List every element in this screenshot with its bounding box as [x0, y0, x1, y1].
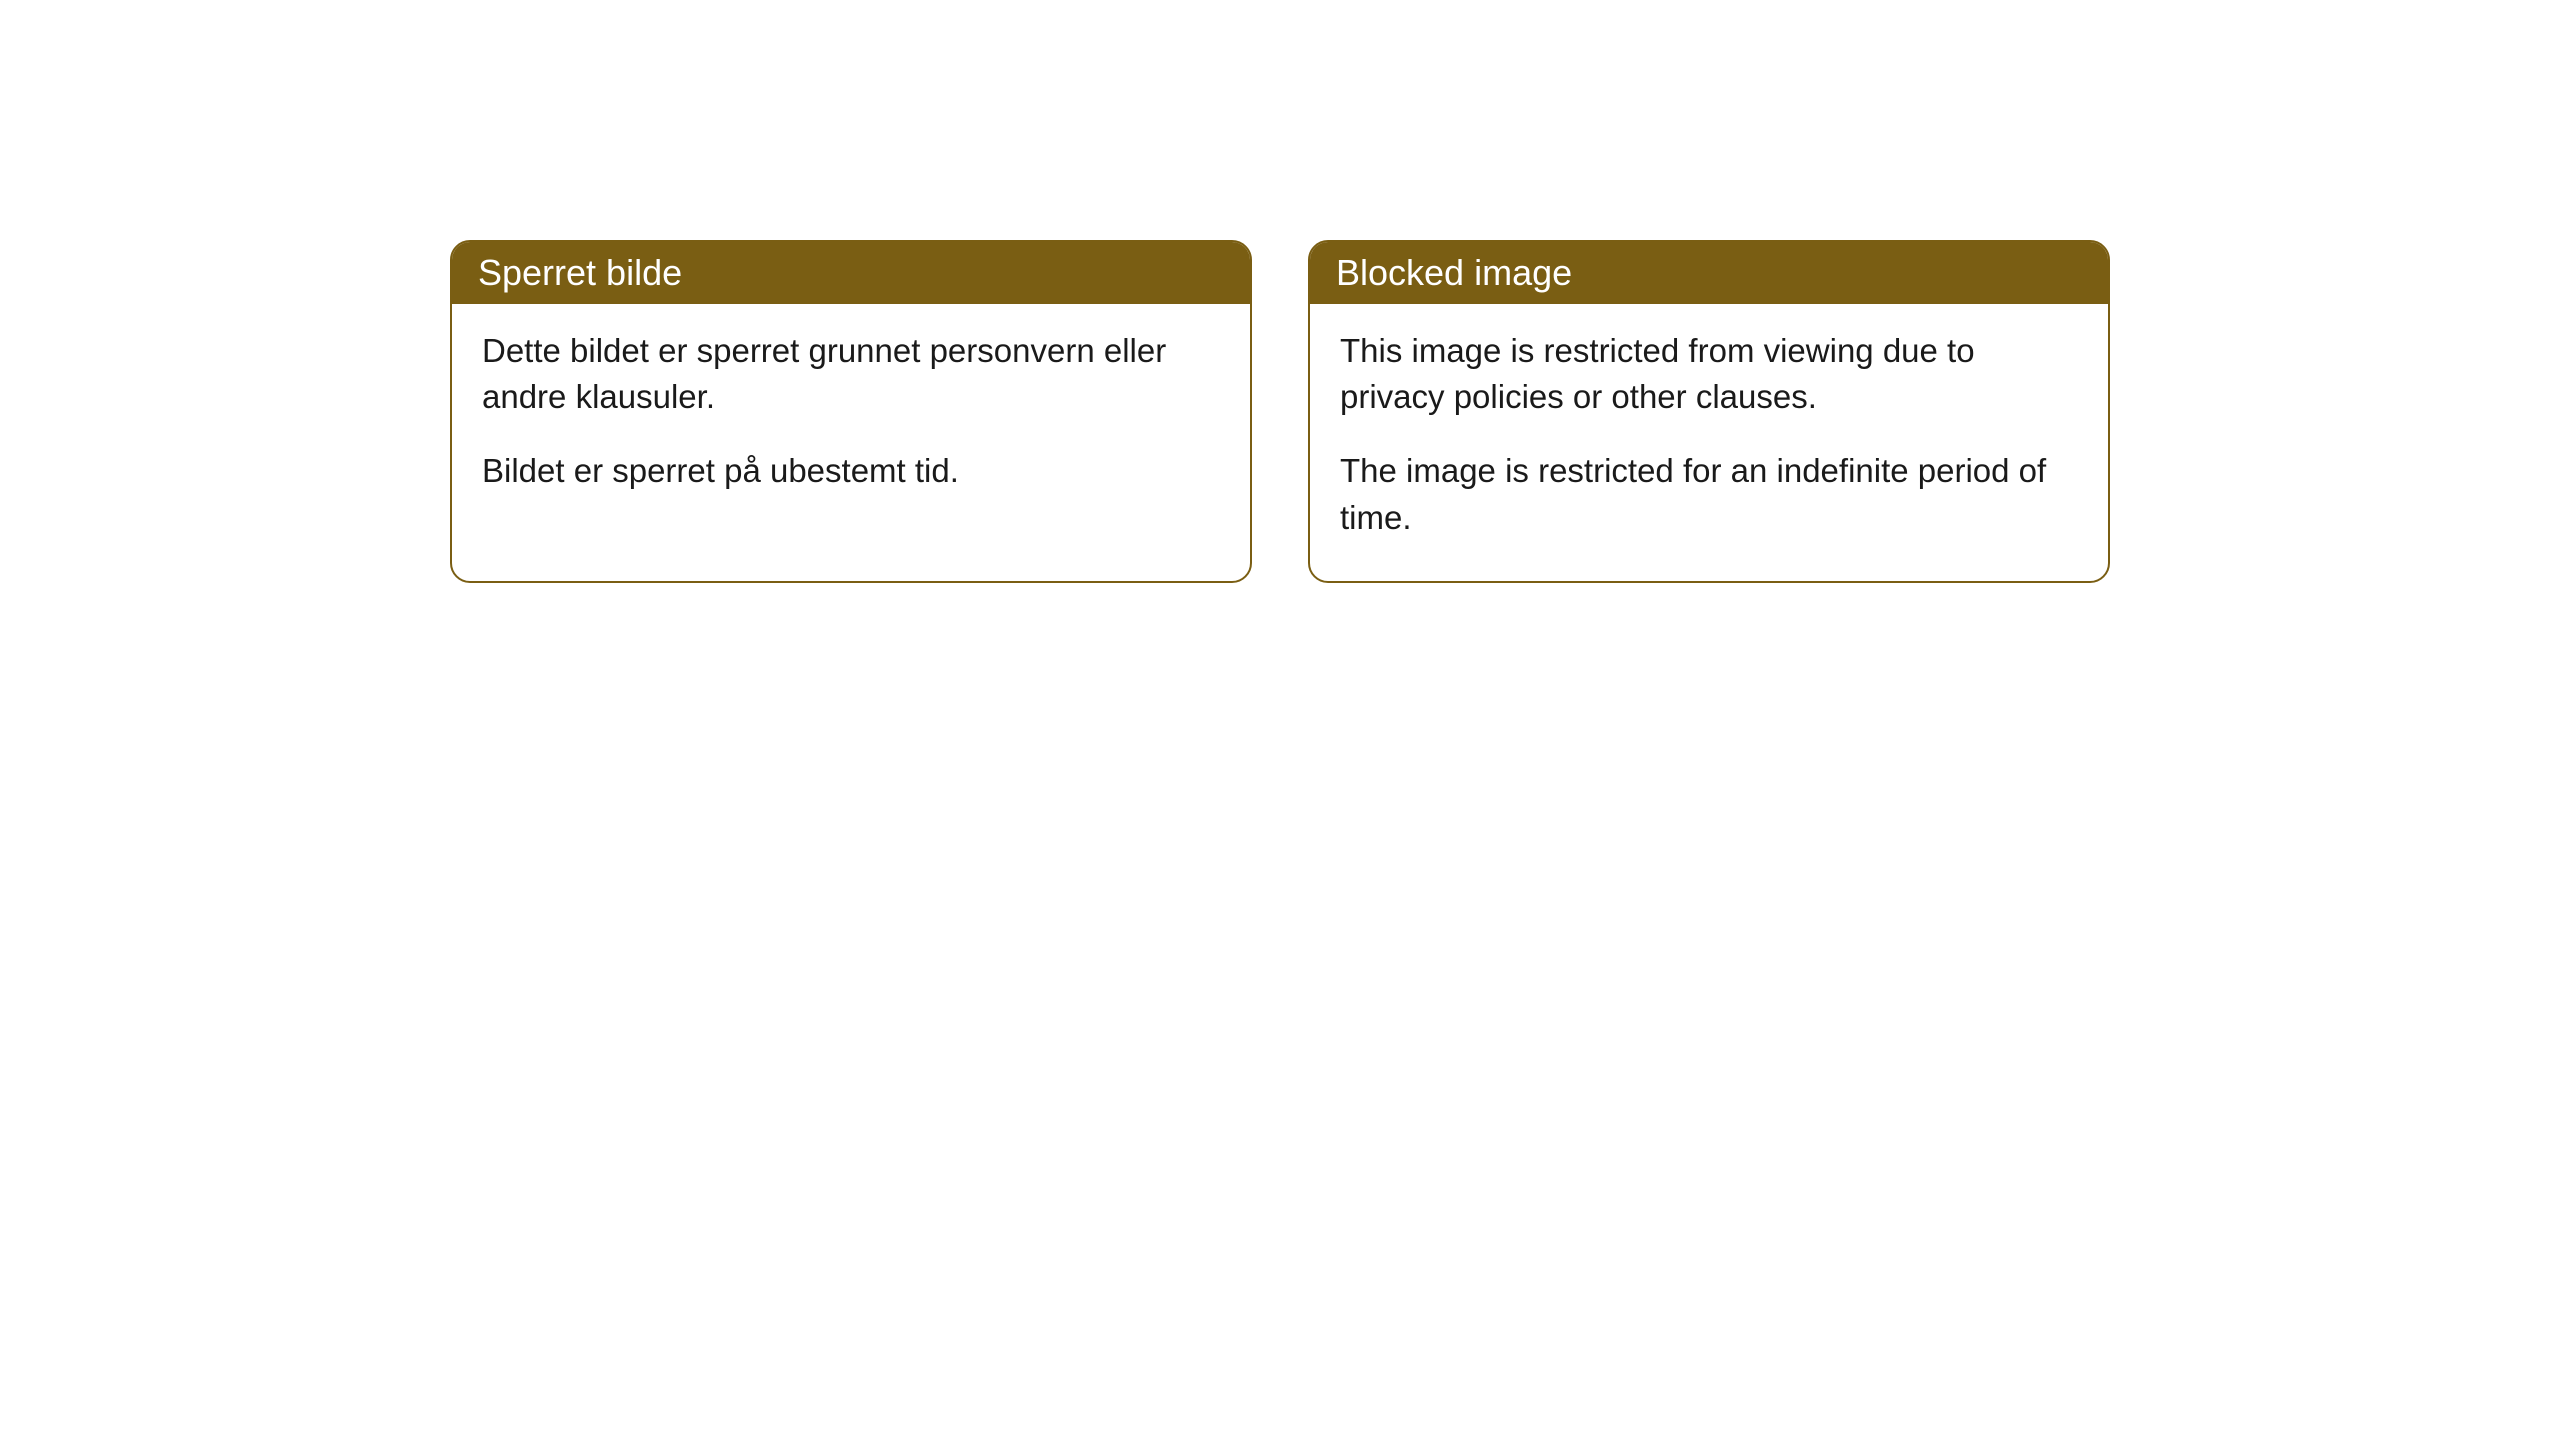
card-body-norwegian: Dette bildet er sperret grunnet personve… — [452, 304, 1250, 535]
card-header-norwegian: Sperret bilde — [452, 242, 1250, 304]
card-title-english: Blocked image — [1336, 252, 1572, 293]
card-text-english-2: The image is restricted for an indefinit… — [1340, 448, 2078, 540]
card-text-english-1: This image is restricted from viewing du… — [1340, 328, 2078, 420]
card-text-norwegian-1: Dette bildet er sperret grunnet personve… — [482, 328, 1220, 420]
card-english: Blocked image This image is restricted f… — [1308, 240, 2110, 583]
card-norwegian: Sperret bilde Dette bildet er sperret gr… — [450, 240, 1252, 583]
card-body-english: This image is restricted from viewing du… — [1310, 304, 2108, 581]
cards-container: Sperret bilde Dette bildet er sperret gr… — [450, 240, 2110, 583]
card-title-norwegian: Sperret bilde — [478, 252, 682, 293]
card-header-english: Blocked image — [1310, 242, 2108, 304]
card-text-norwegian-2: Bildet er sperret på ubestemt tid. — [482, 448, 1220, 494]
